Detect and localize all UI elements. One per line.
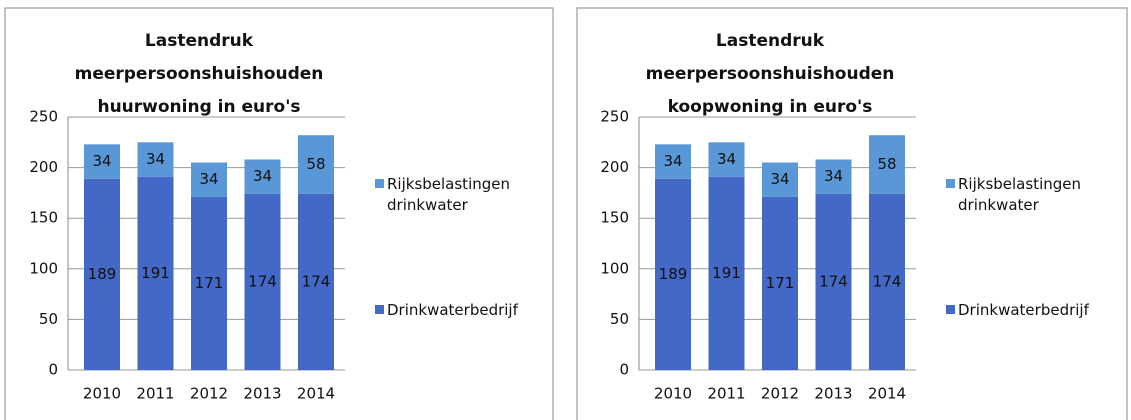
chart-title: Lastendruk meerpersoonshuishouden huurwo… bbox=[74, 31, 324, 117]
x-tick-label: 2013 bbox=[814, 385, 852, 403]
legend-label: Rijksbelastingen drinkwater bbox=[958, 175, 1081, 214]
data-label: 174 bbox=[302, 272, 331, 290]
bar-segment bbox=[869, 135, 905, 194]
data-label: 191 bbox=[141, 264, 170, 282]
y-tick-label: 150 bbox=[29, 209, 58, 227]
x-tick-label: 2011 bbox=[136, 385, 174, 403]
bar-segment bbox=[298, 135, 334, 194]
y-tick-label: 200 bbox=[29, 158, 58, 176]
y-tick-label: 0 bbox=[619, 361, 629, 379]
bar-segment bbox=[655, 178, 691, 370]
data-label: 34 bbox=[770, 170, 789, 188]
y-tick-label: 200 bbox=[600, 158, 629, 176]
bar-segment bbox=[191, 196, 227, 370]
bar-segment bbox=[298, 193, 334, 370]
y-tick-label: 0 bbox=[48, 361, 58, 379]
bar-segment bbox=[84, 178, 120, 370]
legend-label: Rijksbelastingen drinkwater bbox=[387, 175, 510, 214]
x-tick-label: 2013 bbox=[243, 385, 281, 403]
x-tick-label: 2012 bbox=[761, 385, 799, 403]
bar-segment bbox=[708, 142, 745, 177]
chart-frame bbox=[576, 7, 1128, 420]
data-label: 191 bbox=[712, 264, 741, 282]
data-label: 174 bbox=[248, 272, 277, 290]
bar-segment bbox=[191, 162, 227, 197]
bar-segment bbox=[137, 176, 174, 370]
data-label: 34 bbox=[663, 152, 682, 170]
y-tick-label: 250 bbox=[600, 108, 629, 126]
y-tick-label: 100 bbox=[29, 259, 58, 277]
bar-segment bbox=[137, 142, 174, 177]
legend-swatch bbox=[946, 179, 955, 188]
bar-segment bbox=[84, 144, 120, 179]
y-tick-label: 100 bbox=[600, 259, 629, 277]
bar-segment bbox=[869, 193, 905, 370]
data-label: 189 bbox=[88, 265, 117, 283]
data-label: 171 bbox=[766, 274, 795, 292]
data-label: 174 bbox=[873, 272, 902, 290]
data-label: 58 bbox=[877, 155, 896, 173]
data-label: 58 bbox=[306, 155, 325, 173]
bar-segment bbox=[815, 193, 852, 370]
y-tick-label: 50 bbox=[39, 310, 58, 328]
x-tick-label: 2011 bbox=[707, 385, 745, 403]
data-label: 171 bbox=[195, 274, 224, 292]
x-tick-label: 2010 bbox=[654, 385, 692, 403]
legend-label: Drinkwaterbedrijf bbox=[958, 301, 1089, 319]
data-label: 34 bbox=[717, 150, 736, 168]
bar-segment bbox=[762, 196, 798, 370]
x-tick-label: 2014 bbox=[297, 385, 335, 403]
chart-title: Lastendruk meerpersoonshuishouden koopwo… bbox=[645, 31, 895, 117]
data-label: 34 bbox=[146, 150, 165, 168]
legend-label: Drinkwaterbedrijf bbox=[387, 301, 518, 319]
data-label: 34 bbox=[199, 170, 218, 188]
bar-segment bbox=[762, 162, 798, 197]
bar-segment bbox=[815, 159, 852, 194]
legend-swatch bbox=[375, 305, 384, 314]
data-label: 189 bbox=[659, 265, 688, 283]
y-tick-label: 250 bbox=[29, 108, 58, 126]
bar-segment bbox=[708, 176, 745, 370]
legend-swatch bbox=[946, 305, 955, 314]
data-label: 174 bbox=[819, 272, 848, 290]
bar-segment bbox=[244, 193, 281, 370]
data-label: 34 bbox=[253, 167, 272, 185]
chart-frame bbox=[4, 7, 554, 420]
bar-segment bbox=[244, 159, 281, 194]
bar-segment bbox=[655, 144, 691, 179]
legend-swatch bbox=[375, 179, 384, 188]
data-label: 34 bbox=[824, 167, 843, 185]
x-tick-label: 2014 bbox=[868, 385, 906, 403]
x-tick-label: 2010 bbox=[83, 385, 121, 403]
y-tick-label: 50 bbox=[610, 310, 629, 328]
x-tick-label: 2012 bbox=[190, 385, 228, 403]
data-label: 34 bbox=[92, 152, 111, 170]
y-tick-label: 150 bbox=[600, 209, 629, 227]
